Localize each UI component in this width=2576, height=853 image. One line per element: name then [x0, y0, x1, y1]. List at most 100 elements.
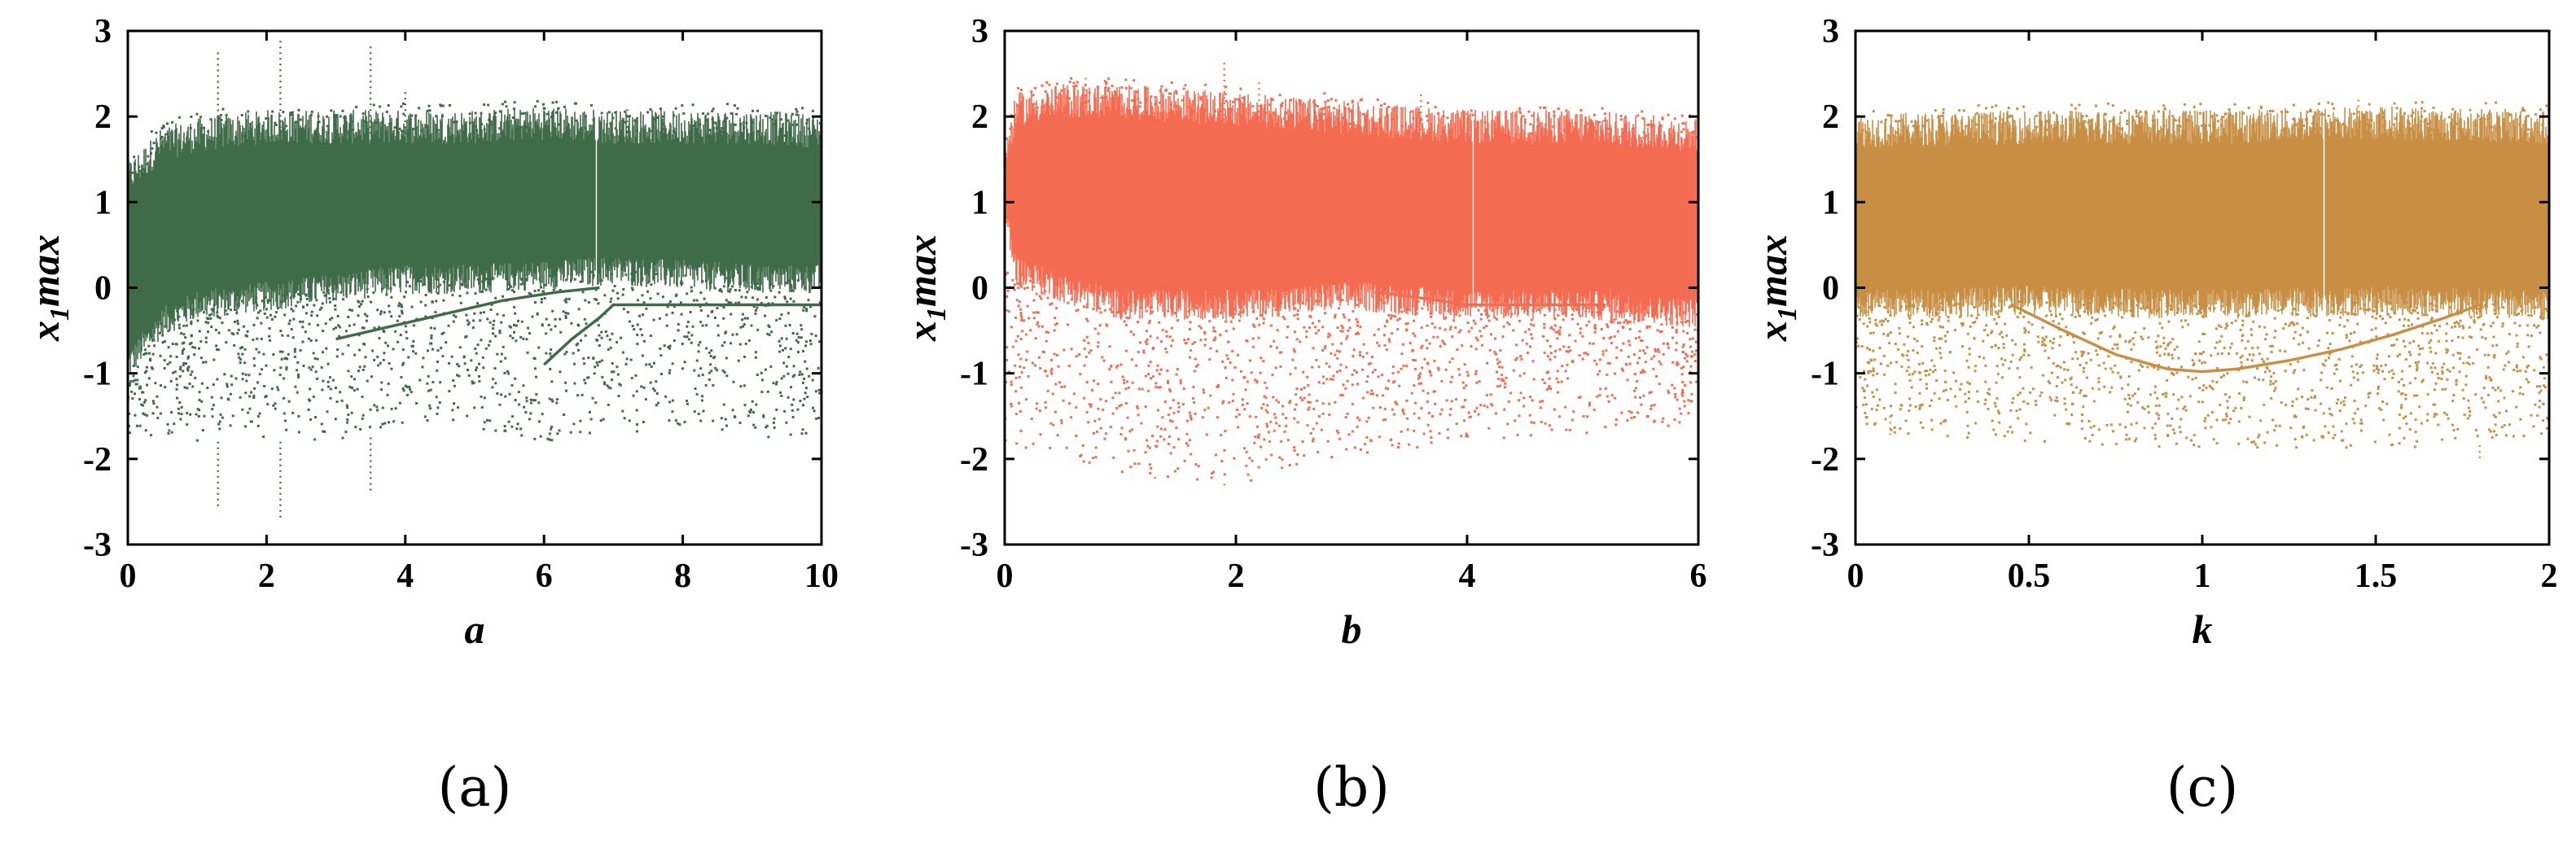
scatter-point — [805, 121, 808, 125]
scatter-point — [1543, 322, 1546, 326]
scatter-point — [301, 320, 304, 323]
scatter-point — [194, 376, 197, 379]
scatter-point — [1554, 330, 1557, 334]
scatter-point — [1271, 374, 1274, 377]
scatter-point — [1315, 422, 1318, 425]
scatter-point — [1439, 413, 1442, 416]
scatter-point — [128, 384, 131, 387]
scatter-point — [644, 398, 647, 401]
scatter-point — [808, 374, 811, 378]
scatter-point — [1678, 407, 1681, 410]
scatter-point — [1351, 430, 1354, 433]
scatter-point — [802, 349, 805, 352]
scatter-point — [163, 359, 166, 362]
scatter-point — [795, 110, 799, 113]
scatter-point — [672, 130, 675, 133]
scatter-point — [428, 109, 432, 112]
scatter-point — [618, 383, 621, 386]
scatter-point — [1359, 298, 1362, 301]
scatter-point — [1025, 333, 1028, 336]
scatter-point — [1454, 326, 1457, 329]
scatter-point — [1366, 375, 1369, 378]
scatter-point — [1637, 357, 1641, 360]
scatter-point — [1391, 365, 1395, 368]
scatter-point — [1099, 398, 1102, 401]
scatter-point — [1622, 342, 1625, 345]
scatter-point — [316, 377, 319, 380]
scatter-point — [583, 317, 586, 321]
scatter-point — [428, 404, 432, 407]
scatter-point — [1574, 121, 1577, 125]
scatter-point — [719, 131, 722, 134]
scatter-point — [207, 130, 210, 133]
scatter-point — [1491, 308, 1494, 312]
scatter-point — [1389, 317, 1392, 320]
scatter-point — [1276, 329, 1279, 332]
scatter-point — [652, 318, 655, 322]
scatter-point — [564, 314, 567, 317]
scatter-point — [630, 287, 633, 290]
scatter-point — [1226, 357, 1229, 361]
scatter-point — [735, 112, 738, 116]
scatter-point — [132, 374, 135, 378]
scatter-point — [1109, 308, 1112, 311]
scatter-point — [1429, 430, 1432, 433]
scatter-point — [186, 357, 190, 360]
scatter-point — [811, 378, 814, 382]
scatter-point — [683, 361, 686, 364]
scatter-point — [1448, 308, 1451, 312]
scatter-point — [1315, 358, 1318, 361]
scatter-point — [1593, 326, 1597, 329]
scatter-point — [233, 308, 236, 312]
scatter-point — [634, 374, 637, 377]
scatter-point — [1120, 470, 1124, 474]
scatter-point — [1126, 416, 1129, 419]
scatter-point — [1107, 86, 1111, 90]
scatter-point — [373, 358, 376, 361]
scatter-point — [1636, 411, 1640, 414]
scatter-point — [494, 429, 497, 432]
scatter-point — [1490, 403, 1493, 406]
scatter-point — [1015, 442, 1019, 445]
scatter-point — [223, 373, 226, 376]
scatter-point — [1158, 321, 1161, 324]
scatter-point — [1371, 370, 1374, 374]
scatter-point — [690, 341, 693, 344]
scatter-point — [564, 389, 567, 392]
scatter-point — [1353, 446, 1356, 449]
y-tick-label: -3 — [83, 527, 112, 564]
scatter-point — [131, 396, 134, 400]
scatter-point — [709, 363, 712, 366]
scatter-point — [1522, 306, 1525, 309]
scatter-point — [1154, 103, 1157, 106]
scatter-point — [701, 280, 704, 283]
scatter-point — [604, 330, 607, 333]
scatter-point — [244, 373, 248, 376]
scatter-point — [1014, 364, 1017, 367]
scatter-point — [1586, 306, 1589, 309]
scatter-point — [1520, 357, 1523, 361]
scatter-point — [1553, 408, 1556, 411]
scatter-point — [1465, 112, 1469, 116]
scatter-point — [611, 361, 614, 365]
scatter-point — [1017, 353, 1020, 357]
scatter-point — [1584, 305, 1588, 308]
scatter-point — [241, 378, 244, 381]
scatter-point — [778, 317, 782, 321]
scatter-point — [729, 112, 733, 115]
scatter-point — [210, 313, 213, 316]
scatter-point — [152, 402, 156, 405]
scatter-point — [721, 428, 724, 431]
scatter-point — [215, 348, 218, 351]
scatter-point — [545, 332, 548, 335]
scatter-point — [299, 349, 302, 352]
scatter-point — [226, 313, 229, 316]
scatter-point — [471, 326, 475, 330]
scatter-point — [799, 370, 802, 374]
scatter-point — [641, 354, 644, 357]
scatter-point — [134, 392, 137, 396]
scatter-point — [1693, 352, 1697, 356]
scatter-point — [1385, 348, 1388, 352]
scatter-point — [1652, 367, 1655, 370]
scatter-point — [274, 123, 278, 126]
